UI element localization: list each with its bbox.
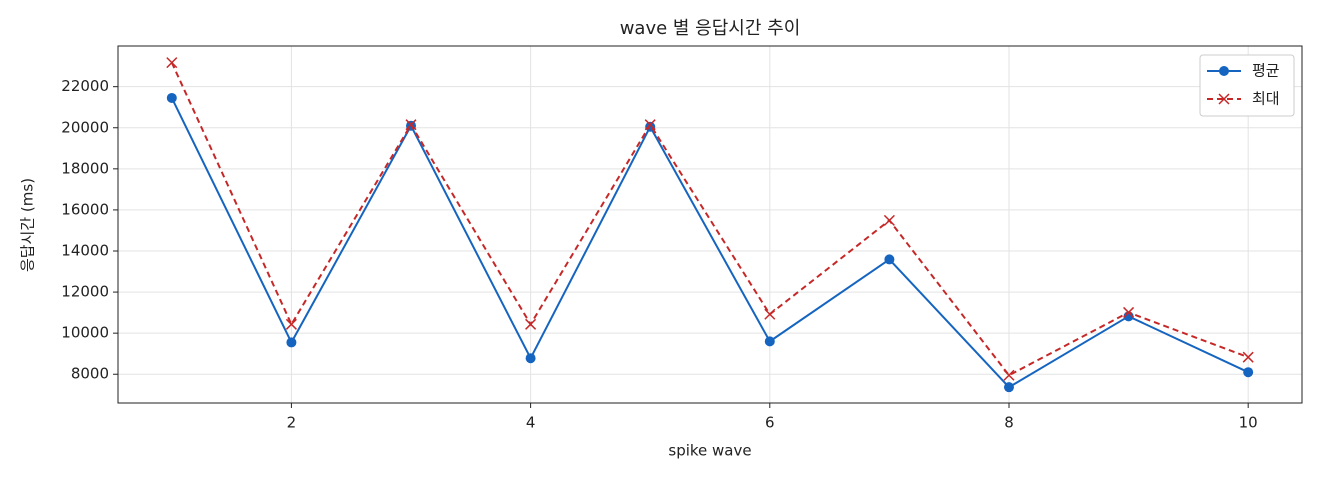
chart-title: wave 별 응답시간 추이	[620, 18, 801, 39]
x-tick-label: 4	[526, 414, 536, 432]
data-point	[764, 308, 776, 320]
data-point	[286, 337, 297, 348]
y-tick-label: 10000	[61, 324, 109, 342]
y-tick-label: 18000	[61, 159, 109, 177]
y-tick-label: 20000	[61, 118, 109, 136]
data-point	[644, 119, 656, 131]
y-axis-label: 응답시간 (ms)	[19, 178, 37, 272]
legend-marker	[1218, 93, 1230, 105]
data-point	[1242, 351, 1254, 363]
y-tick-label: 12000	[61, 283, 109, 301]
data-point	[525, 318, 537, 330]
y-tick-label: 16000	[61, 200, 109, 218]
data-point	[1003, 382, 1014, 393]
series-line	[170, 62, 1249, 377]
data-point	[1123, 306, 1135, 318]
legend-marker	[1219, 66, 1229, 76]
legend-box	[1199, 54, 1295, 117]
y-tick-label: 22000	[61, 77, 109, 95]
data-point	[405, 119, 417, 131]
data-point	[166, 57, 178, 69]
x-tick-label: 2	[287, 414, 297, 432]
y-tick-label: 8000	[71, 365, 109, 383]
data-point	[884, 254, 895, 265]
data-point	[1003, 369, 1015, 381]
data-point	[525, 353, 536, 364]
x-tick-label: 8	[1004, 414, 1014, 432]
y-tick-label: 14000	[61, 241, 109, 259]
series-line	[170, 97, 1249, 389]
x-tick-label: 6	[765, 414, 775, 432]
x-tick-label: 10	[1239, 414, 1258, 432]
legend-label: 최대	[1252, 90, 1280, 108]
data-point	[166, 92, 177, 103]
legend-label: 평균	[1252, 62, 1280, 80]
x-axis-label: spike wave	[668, 442, 751, 460]
data-point	[764, 336, 775, 347]
data-point	[883, 214, 895, 226]
data-point	[1243, 367, 1254, 378]
plot-frame	[117, 45, 1303, 404]
data-point	[285, 318, 297, 330]
